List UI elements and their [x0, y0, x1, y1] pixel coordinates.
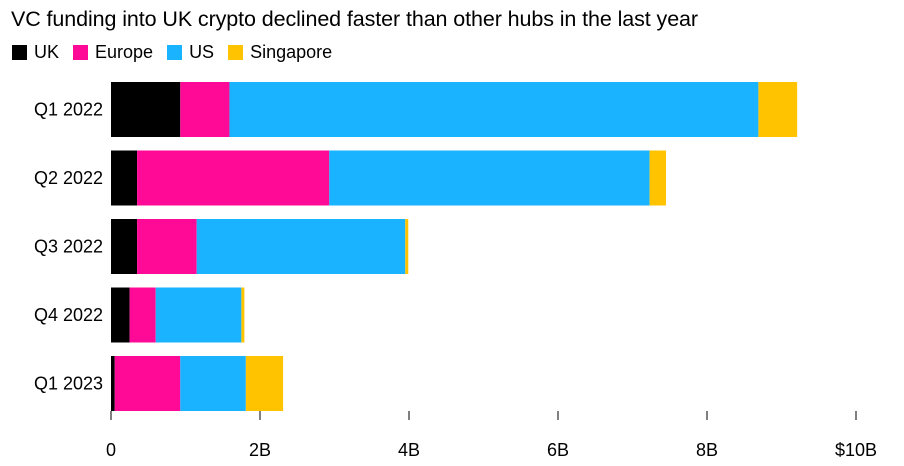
legend-swatch-singapore — [228, 45, 244, 60]
bar-segment-singapore-q3-2022 — [405, 219, 409, 274]
legend-item-singapore: Singapore — [228, 42, 332, 63]
legend-label-europe: Europe — [95, 42, 154, 62]
bar-segment-uk-q3-2022 — [111, 219, 138, 274]
chart-legend: UK Europe US Singapore — [12, 42, 346, 63]
bar-segment-uk-q1-2023 — [111, 356, 115, 411]
bar-segment-singapore-q1-2023 — [245, 356, 284, 411]
chart-title: VC funding into UK crypto declined faste… — [11, 7, 698, 31]
y-tick-label-q3-2022: Q3 2022 — [34, 237, 103, 257]
legend-item-europe: Europe — [73, 42, 153, 63]
y-tick-label-q2-2022: Q2 2022 — [34, 168, 103, 188]
legend-item-uk: UK — [12, 42, 59, 63]
legend-item-us: US — [167, 42, 214, 63]
legend-label-uk: UK — [34, 42, 60, 62]
x-tick-label-4b: 4B — [398, 440, 420, 460]
bar-segment-singapore-q2-2022 — [649, 150, 667, 206]
bar-segment-europe-q4-2022 — [129, 287, 156, 343]
x-tick-label-8b: 8B — [696, 440, 718, 460]
bar-segment-us-q2-2022 — [329, 150, 650, 206]
x-tick-label-2b: 2B — [249, 440, 271, 460]
bar-segment-us-q4-2022 — [155, 287, 242, 343]
legend-label-us: US — [189, 42, 215, 62]
bar-segment-singapore-q4-2022 — [241, 287, 245, 343]
bar-segment-us-q1-2023 — [180, 356, 246, 411]
y-tick-label-q4-2022: Q4 2022 — [34, 305, 103, 325]
legend-label-singapore: Singapore — [250, 42, 333, 62]
bar-segment-uk-q2-2022 — [111, 150, 138, 206]
bar-segment-europe-q1-2023 — [114, 356, 181, 411]
bar-segment-europe-q2-2022 — [137, 150, 330, 206]
y-tick-label-q1-2023: Q1 2023 — [34, 374, 103, 394]
bar-segment-europe-q1-2022 — [180, 82, 230, 137]
legend-swatch-us — [167, 45, 183, 60]
bar-segment-us-q1-2022 — [229, 82, 759, 137]
bar-segment-uk-q1-2022 — [111, 82, 181, 137]
y-tick-label-q1-2022: Q1 2022 — [34, 100, 103, 120]
legend-swatch-uk — [12, 45, 27, 60]
bar-segment-uk-q4-2022 — [111, 287, 130, 343]
legend-swatch-europe — [73, 45, 89, 60]
bar-segment-singapore-q1-2022 — [758, 82, 798, 137]
bar-segment-us-q3-2022 — [196, 219, 406, 274]
x-tick-label-0: 0 — [106, 440, 116, 460]
bar-segment-europe-q3-2022 — [137, 219, 197, 274]
x-tick-label-10b: $10B — [835, 440, 877, 460]
x-tick-label-6b: 6B — [547, 440, 569, 460]
